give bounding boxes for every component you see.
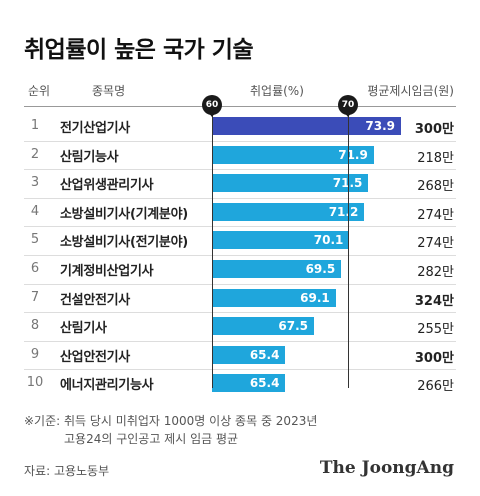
rank-label: 9: [30, 346, 40, 362]
bar-value-label: 73.9: [365, 119, 396, 133]
category-label: 산업안전기사: [60, 349, 130, 365]
bar: [212, 202, 365, 221]
header-divider: [24, 106, 456, 107]
rank-label: 5: [30, 232, 40, 248]
rank-label: 7: [30, 289, 40, 305]
bar: [212, 317, 314, 336]
bar-value-label: 65.4: [249, 376, 280, 391]
wage-label: 274만: [417, 207, 454, 223]
bar-value-label: 65.4: [249, 347, 280, 362]
bar-value-label: 71.5: [332, 176, 363, 191]
wage-label: 268만: [417, 179, 454, 195]
wage-label: 300만: [414, 350, 454, 366]
wage-label: 218만: [417, 150, 454, 166]
marker-70-pin: 70: [338, 95, 358, 117]
wage-label: 300만: [414, 122, 454, 137]
bar: [212, 174, 369, 193]
bar: [212, 117, 402, 135]
header-name: 종목명: [92, 84, 126, 98]
bar-value-label: 71.2: [328, 204, 359, 219]
row-divider: [24, 340, 456, 342]
wage-label: 324만: [414, 293, 454, 309]
row-divider: [24, 140, 456, 142]
marker-60-pin: 60: [202, 95, 222, 117]
row-divider: [24, 283, 456, 285]
bar-value-label: 69.5: [305, 262, 336, 276]
source-label: 자료: 고용노동부: [24, 464, 110, 478]
category-label: 기계정비산업기사: [60, 264, 154, 279]
bar-value-label: 67.5: [278, 319, 308, 334]
category-label: 소방설비기사(전기분야): [60, 235, 188, 251]
bar-value-label: 71.9: [338, 147, 368, 162]
bar-value-label: 70.1: [313, 233, 344, 248]
header-rank: 순위: [28, 84, 51, 98]
category-label: 소방설비기사(기계분야): [60, 206, 188, 222]
row-divider: [24, 197, 456, 199]
row-divider: [24, 312, 456, 314]
rank-label: 4: [30, 203, 40, 219]
chart-title: 취업률이 높은 국가 기술: [24, 37, 254, 63]
wage-label: 255만: [417, 322, 454, 338]
category-label: 건설안전기사: [60, 292, 130, 308]
rank-label: 3: [30, 175, 40, 191]
bar: [212, 345, 286, 364]
footnote-line-2: 고용24의 구인공고 제시 임금 평균: [64, 432, 239, 446]
rank-label: 1: [30, 118, 40, 133]
category-label: 에너지관리기능사: [60, 378, 154, 394]
row-divider: [24, 369, 456, 371]
header-rate: 취업률(%): [250, 84, 304, 98]
category-label: 전기산업기사: [60, 121, 130, 136]
category-label: 산림기능사: [60, 149, 119, 165]
wage-label: 282만: [417, 265, 454, 280]
reference-line-60: [212, 112, 213, 388]
reference-line-70: [348, 112, 349, 388]
bar: [212, 288, 336, 307]
bar: [212, 145, 374, 164]
header-wage: 평균제시임금(원): [367, 84, 454, 98]
category-label: 산림기사: [60, 321, 107, 337]
bar: [212, 374, 286, 393]
rank-label: 6: [30, 261, 40, 276]
wage-label: 266만: [417, 379, 454, 395]
rank-label: 8: [30, 318, 40, 334]
row-divider: [24, 255, 456, 256]
rank-label: 2: [30, 146, 40, 162]
bar: [212, 231, 350, 250]
bar-value-label: 69.1: [300, 290, 330, 305]
row-divider: [24, 169, 456, 171]
brand-logo: The JoongAng: [319, 458, 454, 478]
footnote-line-1: ※기준: 취득 당시 미취업자 1000명 이상 종목 중 2023년: [24, 414, 318, 428]
bar: [212, 260, 342, 278]
rank-label: 10: [26, 375, 44, 391]
category-label: 산업위생관리기사: [60, 178, 154, 194]
row-divider: [24, 226, 456, 228]
wage-label: 274만: [417, 236, 454, 252]
